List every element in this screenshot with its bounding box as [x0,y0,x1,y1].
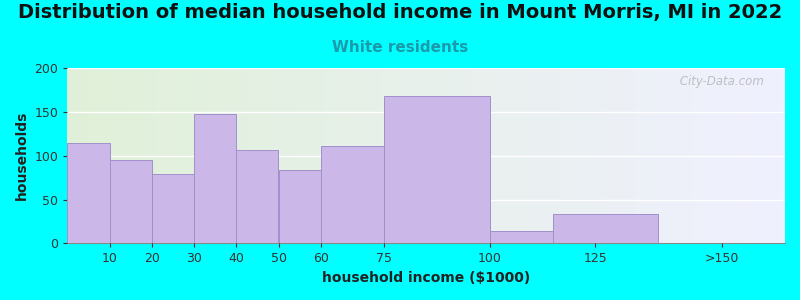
Text: White residents: White residents [332,40,468,56]
Bar [152,174,194,243]
Bar [236,150,278,243]
Text: City-Data.com: City-Data.com [675,75,763,88]
Bar [384,96,490,243]
Y-axis label: households: households [15,111,29,200]
X-axis label: household income ($1000): household income ($1000) [322,271,530,285]
Bar [490,231,553,243]
Bar [553,214,658,243]
Bar [278,170,321,243]
Text: Distribution of median household income in Mount Morris, MI in 2022: Distribution of median household income … [18,3,782,22]
Bar [321,146,384,243]
Bar [194,114,236,243]
Bar [110,160,152,243]
Bar [67,142,110,243]
